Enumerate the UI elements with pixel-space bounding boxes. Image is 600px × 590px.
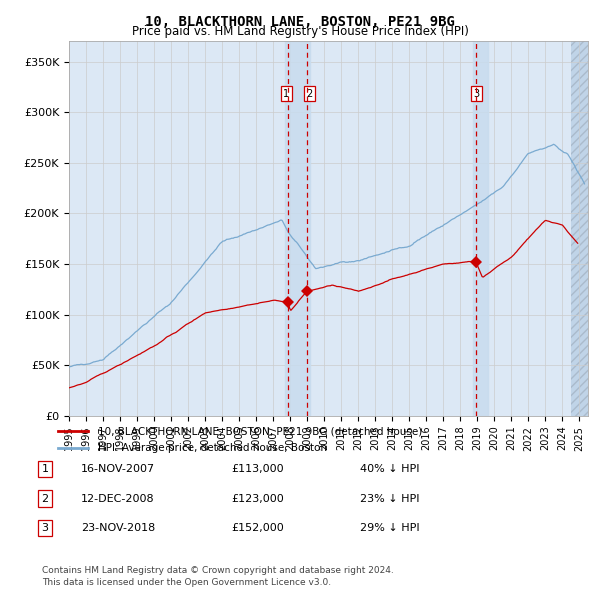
Text: Price paid vs. HM Land Registry's House Price Index (HPI): Price paid vs. HM Land Registry's House … — [131, 25, 469, 38]
Bar — [473, 41, 488, 416]
Text: 40% ↓ HPI: 40% ↓ HPI — [360, 464, 419, 474]
Text: 16-NOV-2007: 16-NOV-2007 — [81, 464, 155, 474]
Text: 1: 1 — [41, 464, 49, 474]
Text: 12-DEC-2008: 12-DEC-2008 — [81, 494, 155, 503]
Text: £152,000: £152,000 — [231, 523, 284, 533]
Text: £123,000: £123,000 — [231, 494, 284, 503]
Bar — [571, 41, 588, 416]
Text: 2: 2 — [41, 494, 49, 503]
Text: 23-NOV-2018: 23-NOV-2018 — [81, 523, 155, 533]
Text: 2: 2 — [306, 88, 312, 99]
Text: 10, BLACKTHORN LANE, BOSTON, PE21 9BG: 10, BLACKTHORN LANE, BOSTON, PE21 9BG — [145, 15, 455, 29]
Text: 29% ↓ HPI: 29% ↓ HPI — [360, 523, 419, 533]
Text: HPI: Average price, detached house, Boston: HPI: Average price, detached house, Bost… — [98, 442, 328, 453]
Text: Contains HM Land Registry data © Crown copyright and database right 2024.
This d: Contains HM Land Registry data © Crown c… — [42, 566, 394, 587]
Text: 10, BLACKTHORN LANE, BOSTON, PE21 9BG (detached house): 10, BLACKTHORN LANE, BOSTON, PE21 9BG (d… — [98, 427, 422, 437]
Text: 3: 3 — [41, 523, 49, 533]
Text: £113,000: £113,000 — [231, 464, 284, 474]
Bar — [285, 41, 310, 416]
Text: 23% ↓ HPI: 23% ↓ HPI — [360, 494, 419, 503]
Text: 3: 3 — [473, 88, 479, 99]
Text: 1: 1 — [283, 88, 290, 99]
